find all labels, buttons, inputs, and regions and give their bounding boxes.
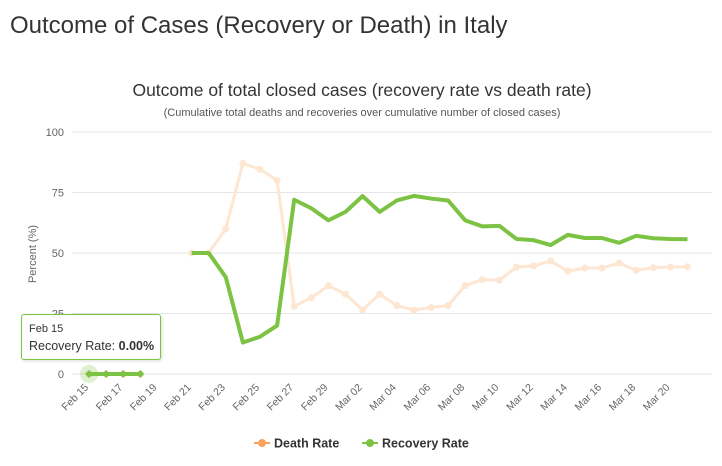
x-tick-label: Mar 16 <box>573 382 605 414</box>
death-rate-point[interactable] <box>444 302 452 310</box>
grid-lines <box>72 131 712 375</box>
tooltip-row: Recovery Rate: 0.00% <box>29 339 154 353</box>
legend-swatch-marker <box>258 439 266 447</box>
death-rate-point[interactable] <box>495 276 503 284</box>
y-tick-label: 100 <box>46 127 64 139</box>
x-tick-label: Mar 18 <box>607 382 639 414</box>
death-rate-point[interactable] <box>598 264 606 272</box>
legend-item-recovery-rate[interactable]: Recovery Rate <box>362 437 469 451</box>
x-tick-label: Mar 02 <box>333 382 365 414</box>
x-tick-label: Feb 27 <box>265 382 297 414</box>
death-rate-point[interactable] <box>393 302 401 310</box>
death-rate-point[interactable] <box>359 306 367 314</box>
chart-subtitle: (Cumulative total deaths and recoveries … <box>164 107 561 119</box>
legend-label: Recovery Rate <box>382 437 469 451</box>
x-tick-label: Mar 14 <box>538 382 570 414</box>
legend-label: Death Rate <box>274 437 339 451</box>
series-lines <box>80 159 691 383</box>
death-rate-point[interactable] <box>427 303 435 311</box>
death-rate-point[interactable] <box>615 259 623 267</box>
hover-tooltip: Feb 15 Recovery Rate: 0.00% <box>21 314 161 360</box>
y-tick-label: 0 <box>58 369 64 381</box>
y-axis-label: Percent (%) <box>27 225 39 283</box>
x-tick-label: Feb 19 <box>128 382 160 414</box>
death-rate-point[interactable] <box>410 306 418 314</box>
death-rate-point[interactable] <box>290 302 298 310</box>
death-rate-point[interactable] <box>342 290 349 298</box>
death-rate-point[interactable] <box>564 267 572 275</box>
x-tick-label: Mar 12 <box>504 382 536 414</box>
death-rate-point[interactable] <box>684 263 691 271</box>
page-heading: Outcome of Cases (Recovery or Death) in … <box>10 12 508 39</box>
x-tick-label: Feb 21 <box>162 382 194 414</box>
death-rate-point[interactable] <box>581 264 589 272</box>
x-tick-label: Mar 08 <box>436 382 468 414</box>
chart-title: Outcome of total closed cases (recovery … <box>132 80 591 100</box>
tooltip-date: Feb 15 <box>29 323 64 335</box>
tooltip-value: 0.00% <box>118 339 155 353</box>
hover-halo <box>80 365 98 383</box>
x-tick-label: Feb 29 <box>299 382 331 414</box>
series-line-recovery-rate[interactable] <box>191 193 688 345</box>
death-rate-point[interactable] <box>307 294 315 302</box>
recovery-rate-point[interactable] <box>102 370 111 378</box>
death-rate-point[interactable] <box>222 225 230 233</box>
death-rate-point[interactable] <box>513 263 520 271</box>
death-rate-point[interactable] <box>666 263 674 271</box>
legend-item-death-rate[interactable]: Death Rate <box>254 437 339 451</box>
death-rate-point[interactable] <box>547 257 555 265</box>
x-tick-label: Feb 23 <box>196 382 228 414</box>
recovery-rate-point[interactable] <box>85 370 93 378</box>
x-tick-label: Mar 04 <box>367 382 399 414</box>
x-tick-label: Feb 17 <box>94 382 126 414</box>
death-rate-point[interactable] <box>478 276 486 284</box>
x-tick-label: Mar 20 <box>641 382 673 414</box>
death-rate-point[interactable] <box>461 282 469 290</box>
chart-legend[interactable]: Death Rate Recovery Rate <box>254 437 469 451</box>
y-tick-label: 75 <box>52 188 64 200</box>
death-rate-point[interactable] <box>632 266 640 274</box>
death-rate-point[interactable] <box>239 159 247 167</box>
death-rate-point[interactable] <box>324 282 332 290</box>
tooltip-series-label: Recovery Rate: <box>29 339 116 353</box>
x-tick-label: Mar 06 <box>402 382 434 414</box>
death-rate-point[interactable] <box>530 262 538 270</box>
death-rate-point[interactable] <box>649 264 657 272</box>
series-line-death-rate[interactable] <box>191 161 688 312</box>
death-rate-point[interactable] <box>256 165 264 173</box>
x-tick-label: Feb 15 <box>60 382 92 414</box>
y-tick-label: 50 <box>52 248 64 260</box>
death-rate-point[interactable] <box>376 290 384 298</box>
x-tick-label: Feb 25 <box>231 382 263 414</box>
death-rate-point[interactable] <box>273 176 281 184</box>
x-tick-label: Mar 10 <box>470 382 502 414</box>
recovery-rate-point[interactable] <box>119 370 128 378</box>
x-axis-ticks: Feb 15 Feb 17 Feb 19 Feb 21 Feb 23 Feb 25 Feb … <box>60 382 673 414</box>
recovery-rate-point[interactable] <box>136 370 145 378</box>
legend-swatch-marker <box>366 439 374 447</box>
